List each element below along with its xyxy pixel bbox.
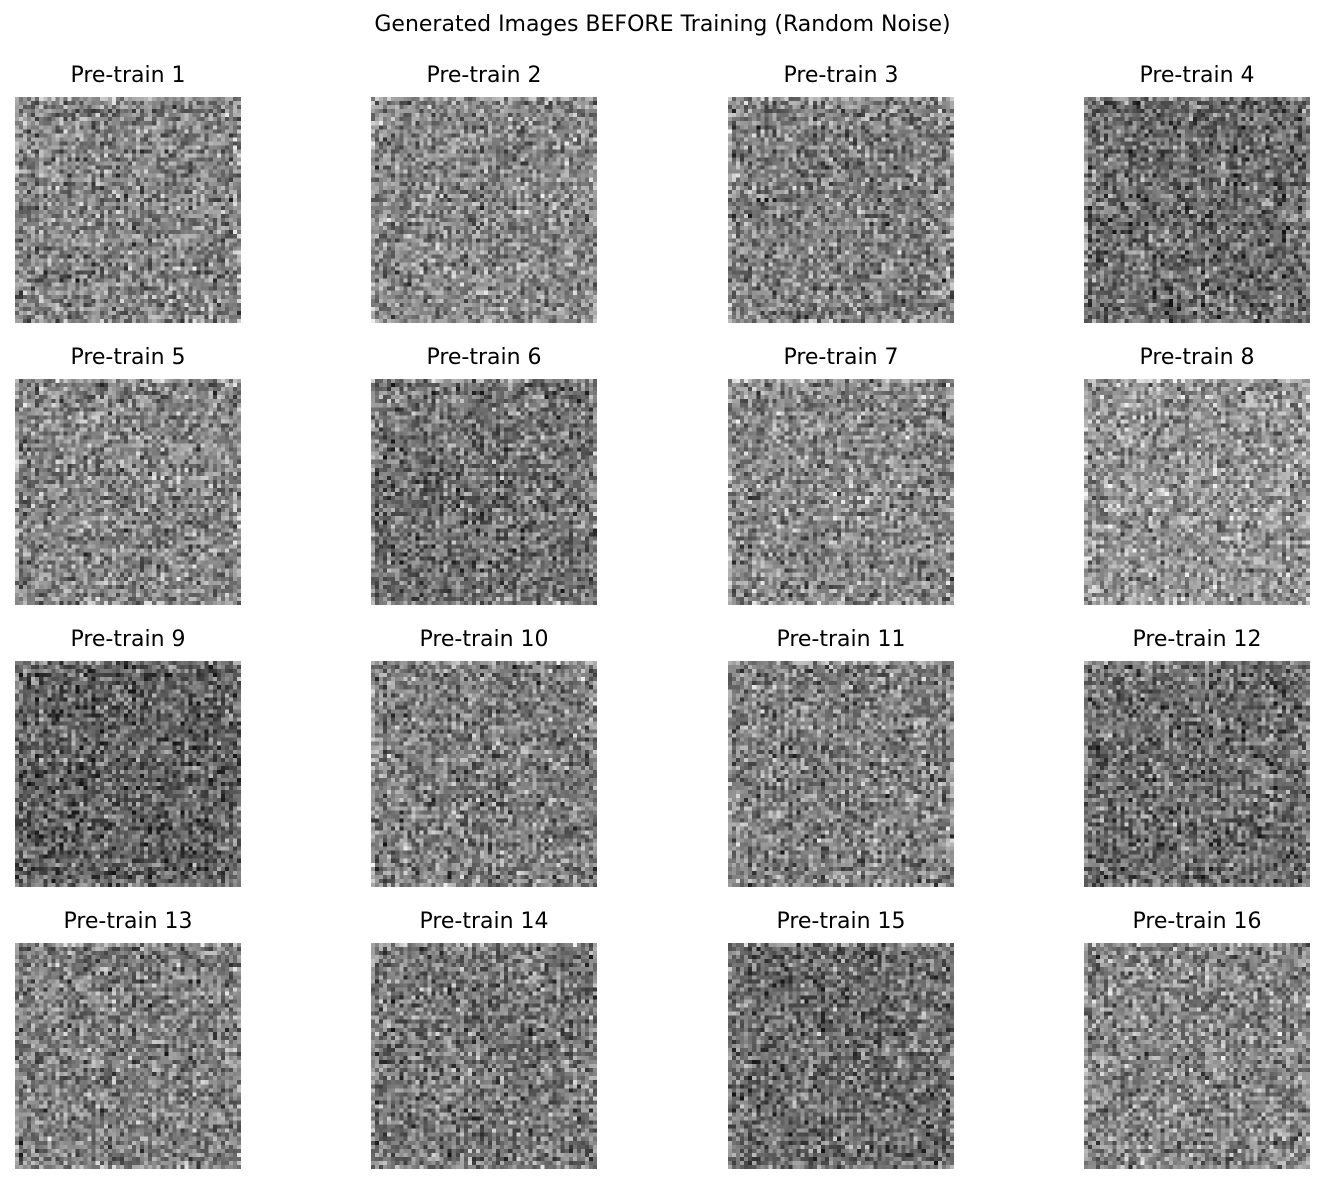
panel-title: Pre-train 3 [783,63,899,88]
panel-title: Pre-train 2 [426,63,542,88]
panel-title: Pre-train 5 [70,345,186,370]
figure-title: Generated Images BEFORE Training (Random… [374,12,951,37]
panel-title: Pre-train 7 [783,345,899,370]
noise-image [15,661,241,887]
noise-image [728,661,954,887]
noise-image [15,379,241,605]
panel-title: Pre-train 9 [70,627,186,652]
noise-image [1084,661,1310,887]
noise-image [371,97,597,323]
panel-title: Pre-train 4 [1139,63,1255,88]
noise-image [371,943,597,1169]
panel-title: Pre-train 1 [70,63,186,88]
noise-image [728,97,954,323]
panel-title: Pre-train 13 [63,909,193,934]
noise-image [371,379,597,605]
panel-title: Pre-train 11 [776,627,906,652]
noise-image [15,943,241,1169]
panel-title: Pre-train 15 [776,909,906,934]
noise-image [728,943,954,1169]
panel-title: Pre-train 16 [1132,909,1262,934]
panel-title: Pre-train 14 [419,909,549,934]
noise-image [1084,379,1310,605]
noise-image [1084,943,1310,1169]
panel-title: Pre-train 8 [1139,345,1255,370]
noise-image [371,661,597,887]
noise-image [1084,97,1310,323]
panel-title: Pre-train 10 [419,627,549,652]
noise-image [728,379,954,605]
noise-image [15,97,241,323]
panel-title: Pre-train 12 [1132,627,1262,652]
panel-title: Pre-train 6 [426,345,542,370]
